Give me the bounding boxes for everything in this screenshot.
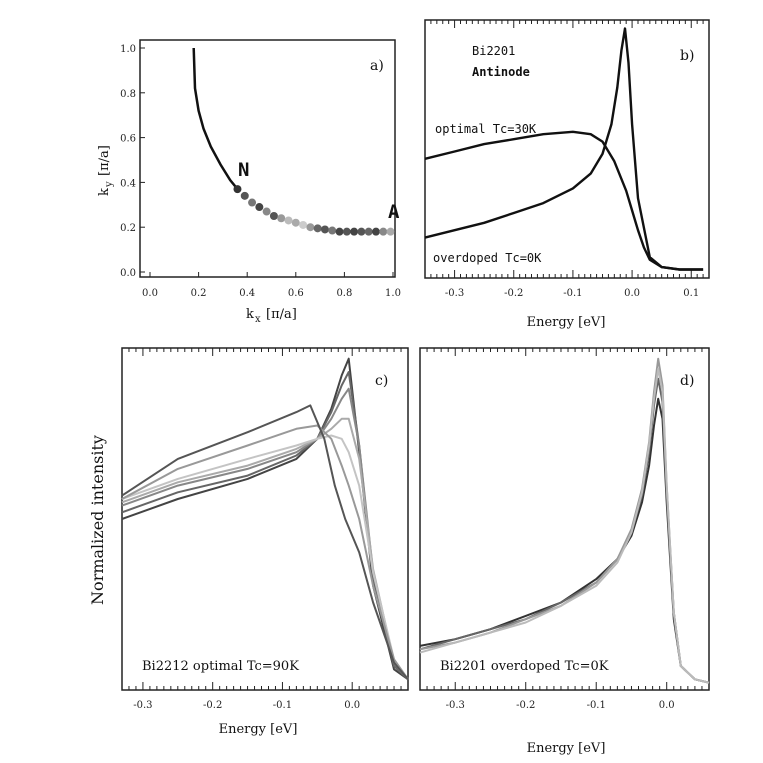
panel-c-xtick-label: 0.0 [344, 700, 360, 711]
panel-c-series-line [121, 424, 409, 680]
panel-c-bi2212-edc: -0.3 -0.2 -0.1 0.0 c) Bi2212 optimal Tc=90K… [121, 347, 409, 737]
panel-a-xlabel: k x [π/a] [246, 307, 297, 325]
k-point-marker [240, 191, 249, 200]
panel-b-annotation-material: Bi2201 [472, 44, 515, 58]
k-point-marker [313, 224, 322, 233]
k-point-marker [328, 226, 337, 235]
k-point-marker [248, 198, 257, 207]
panel-c-xtick-label: -0.2 [203, 700, 222, 711]
panel-c-caption: Bi2212 optimal Tc=90K [142, 659, 299, 674]
k-point-marker [291, 218, 300, 227]
panel-a-ylabel-sub: y [104, 181, 115, 188]
panel-d-series-line [419, 357, 710, 684]
k-point-marker [350, 227, 359, 236]
panel-c-series-line [121, 404, 409, 680]
panel-c-xlabel: Energy [eV] [219, 722, 298, 737]
panel-b-xtick-label: 0.1 [683, 288, 699, 299]
panel-b-series-line [424, 27, 704, 271]
panel-c-series-line [121, 371, 409, 681]
panel-b-xtick-label: -0.3 [445, 288, 464, 299]
panel-b-antinode-edc: -0.3 -0.2 -0.1 0.0 0.1 b) Bi2201 Antinode op… [424, 19, 710, 330]
panel-a-ytick-label: 0.8 [120, 89, 136, 100]
panel-c-label: c) [375, 373, 388, 389]
k-point-marker [255, 203, 264, 212]
panel-a-ytick-label: 0.0 [120, 268, 136, 279]
panel-a-ytick-label: 0.6 [120, 134, 136, 145]
panel-b-legend-overdoped: overdoped Tc=0K [433, 251, 542, 265]
panel-d-bi2201-edc: -0.3 -0.2 -0.1 0.0 d) Bi2201 overdoped Tc=0… [419, 347, 710, 756]
k-point-marker [386, 227, 395, 236]
k-point-marker [299, 220, 308, 229]
panel-c-xtick-label: -0.1 [273, 700, 292, 711]
panel-a-xlabel-sub: x [255, 314, 261, 325]
panel-a-xtick-label: 0.6 [288, 288, 304, 299]
panel-a-xlabel-k: k [246, 307, 254, 322]
panel-a-ytick-label: 0.2 [120, 223, 136, 234]
panel-b-series-line [424, 130, 704, 271]
panel-a-ylabel-unit: [π/a] [97, 145, 112, 176]
annotation-a: A [388, 201, 400, 223]
panel-a-xtick-label: 0.8 [336, 288, 352, 299]
panel-d-xtick-label: -0.3 [446, 700, 465, 711]
panel-b-xtick-label: -0.2 [504, 288, 523, 299]
k-point-marker [371, 227, 380, 236]
panel-b-label: b) [680, 48, 694, 64]
panel-a-xtick-label: 0.0 [142, 288, 158, 299]
panel-a-xtick-label: 0.4 [239, 288, 255, 299]
panel-b-xtick-label: 0.0 [624, 288, 640, 299]
k-point-marker [306, 223, 315, 232]
panel-b-xlabel: Energy [eV] [527, 315, 606, 330]
panel-a-frame [139, 39, 396, 278]
k-point-marker [357, 227, 366, 236]
k-point-marker [233, 185, 242, 194]
panel-b-legend-optimal: optimal Tc=30K [435, 122, 537, 136]
k-point-marker [320, 225, 329, 234]
annotation-n: N [238, 159, 249, 181]
shared-ylabel: Normalized intensity [88, 435, 107, 605]
panel-d-series-line [419, 367, 710, 684]
panel-d-xtick-label: -0.1 [587, 700, 606, 711]
panel-d-frame [419, 347, 710, 691]
k-point-marker [262, 207, 271, 216]
panel-d-series-line [419, 377, 710, 684]
panel-b-annotation-antinode: Antinode [472, 65, 530, 79]
panel-d-xtick-label: -0.2 [516, 700, 535, 711]
k-point-marker [284, 216, 293, 225]
panel-a-ylabel: k y [π/a] [97, 145, 115, 196]
k-point-marker [342, 227, 351, 236]
panel-d-caption: Bi2201 overdoped Tc=0K [440, 659, 609, 674]
panel-a-xlabel-unit: [π/a] [266, 307, 297, 322]
panel-d-label: d) [680, 373, 694, 389]
k-point-marker [277, 214, 286, 223]
panel-a-ytick-label: 1.0 [120, 44, 136, 55]
panel-d-xtick-label: 0.0 [659, 700, 675, 711]
k-point-marker [269, 212, 278, 220]
fermi-surface-line [192, 47, 239, 190]
k-point-marker [335, 227, 344, 236]
panel-a-fermi-surface: 0.0 0.2 0.4 0.6 0.8 1.00.00.20.40.60.81.0 a) … [97, 39, 401, 325]
panel-a-xtick-label: 1.0 [385, 288, 401, 299]
panel-c-xtick-label: -0.3 [133, 700, 152, 711]
k-point-marker [364, 227, 373, 236]
panel-a-ytick-label: 0.4 [120, 178, 136, 189]
panel-a-ylabel-k: k [97, 188, 112, 196]
panel-b-xtick-label: -0.1 [563, 288, 582, 299]
panel-d-xlabel: Energy [eV] [527, 741, 606, 756]
panel-c-series-line [121, 434, 409, 680]
panel-c-series-line [121, 387, 409, 680]
k-point-marker [379, 227, 388, 236]
panel-a-label: a) [370, 58, 384, 74]
panel-a-xtick-label: 0.2 [191, 288, 207, 299]
